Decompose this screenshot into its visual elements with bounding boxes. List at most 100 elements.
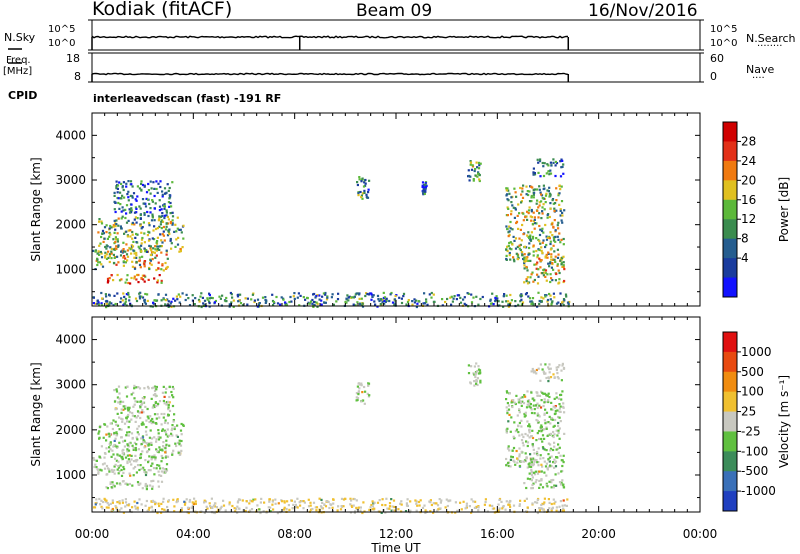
data-cell-velocity (141, 450, 144, 453)
data-cell-velocity (541, 486, 545, 489)
data-cell-power (110, 226, 113, 229)
data-cell-velocity (533, 460, 536, 463)
data-cell-power (179, 250, 182, 253)
data-cell-power (519, 243, 522, 246)
data-cell-velocity (168, 409, 172, 412)
data-cell-velocity (531, 397, 534, 400)
data-cell-power (208, 292, 211, 295)
data-cell-power (316, 305, 319, 308)
data-cell-velocity (95, 466, 98, 469)
data-cell-power (155, 242, 159, 245)
data-cell-power (177, 236, 180, 239)
data-cell-velocity (543, 460, 546, 463)
data-cell-power (545, 243, 548, 247)
data-cell-power (507, 207, 510, 210)
data-cell-power (169, 212, 172, 215)
data-cell-velocity (259, 501, 262, 504)
data-cell-power (324, 301, 327, 304)
data-cell-velocity (518, 421, 521, 425)
data-cell-velocity (100, 445, 103, 448)
data-cell-power (552, 226, 555, 229)
data-cell-velocity (309, 501, 312, 504)
data-cell-power (101, 265, 105, 268)
data-cell-power (520, 251, 524, 254)
data-cell-velocity (99, 503, 102, 506)
data-cell-velocity (153, 436, 156, 439)
data-cell-velocity (518, 434, 521, 437)
data-cell-power (523, 264, 526, 267)
data-cell-velocity (475, 382, 478, 385)
data-cell-power (165, 249, 168, 252)
data-cell-velocity (164, 451, 167, 454)
data-cell-power (548, 192, 551, 195)
data-cell-velocity (283, 500, 286, 503)
data-cell-velocity (97, 468, 100, 471)
data-cell-velocity (136, 438, 139, 441)
data-cell-velocity (151, 509, 154, 512)
data-cell-power (321, 295, 324, 298)
data-cell-velocity (555, 429, 558, 432)
data-cell-velocity (392, 510, 395, 513)
data-cell-power (544, 271, 547, 275)
data-cell-power (155, 249, 158, 252)
data-cell-power (522, 212, 525, 215)
data-cell-power (165, 214, 168, 217)
data-cell-power (356, 183, 359, 187)
data-cell-power (394, 294, 397, 298)
data-cell-velocity (307, 505, 311, 508)
data-cell-power (171, 211, 174, 214)
data-cell-power (536, 282, 540, 285)
data-cell-power (516, 254, 519, 257)
data-cell-velocity (160, 470, 163, 473)
data-cell-velocity (535, 391, 538, 394)
data-cell-power (167, 189, 170, 192)
data-cell-velocity (436, 509, 439, 512)
data-cell-velocity (139, 482, 142, 485)
data-cell-velocity (165, 401, 168, 404)
data-cell-power (421, 184, 424, 187)
data-cell-power (528, 206, 531, 209)
data-cell-velocity (505, 500, 508, 503)
data-cell-velocity (140, 503, 143, 506)
data-cell-velocity (541, 434, 545, 437)
data-cell-velocity (515, 428, 519, 431)
data-cell-velocity (271, 503, 274, 506)
data-cell-power (159, 180, 162, 183)
data-cell-power (381, 301, 384, 304)
data-cell-power (178, 228, 181, 231)
data-cell-power (126, 249, 129, 252)
data-cell-power (117, 217, 120, 220)
data-cell-velocity (142, 466, 145, 469)
data-cell-velocity (241, 499, 244, 502)
data-cell-velocity (554, 412, 557, 415)
data-cell-velocity (132, 448, 135, 451)
data-cell-velocity (561, 504, 564, 507)
data-cell-velocity (528, 423, 531, 426)
data-cell-power (400, 297, 403, 300)
data-cell-power (450, 295, 453, 298)
data-cell-power (477, 303, 480, 306)
data-cell-velocity (530, 463, 533, 466)
data-cell-velocity (312, 501, 316, 504)
data-cell-velocity (536, 394, 540, 397)
data-cell-power (525, 278, 528, 281)
data-cell-power (545, 294, 548, 297)
data-cell-velocity (126, 483, 129, 486)
data-cell-power (511, 243, 514, 246)
data-cell-power (363, 189, 366, 192)
data-cell-power (120, 217, 123, 220)
data-cell-velocity (135, 471, 138, 474)
data-cell-power (536, 199, 539, 202)
data-cell-power (175, 230, 178, 233)
data-cell-velocity (118, 392, 121, 395)
data-cell-velocity (161, 391, 164, 394)
data-cell-power (557, 221, 560, 224)
data-cell-power (510, 201, 513, 204)
data-cell-power (545, 172, 548, 175)
data-cell-power (158, 205, 162, 208)
data-cell-power (171, 222, 174, 225)
data-cell-power (144, 250, 147, 253)
data-cell-power (293, 297, 296, 300)
data-cell-velocity (547, 399, 550, 402)
data-cell-power (554, 202, 557, 205)
